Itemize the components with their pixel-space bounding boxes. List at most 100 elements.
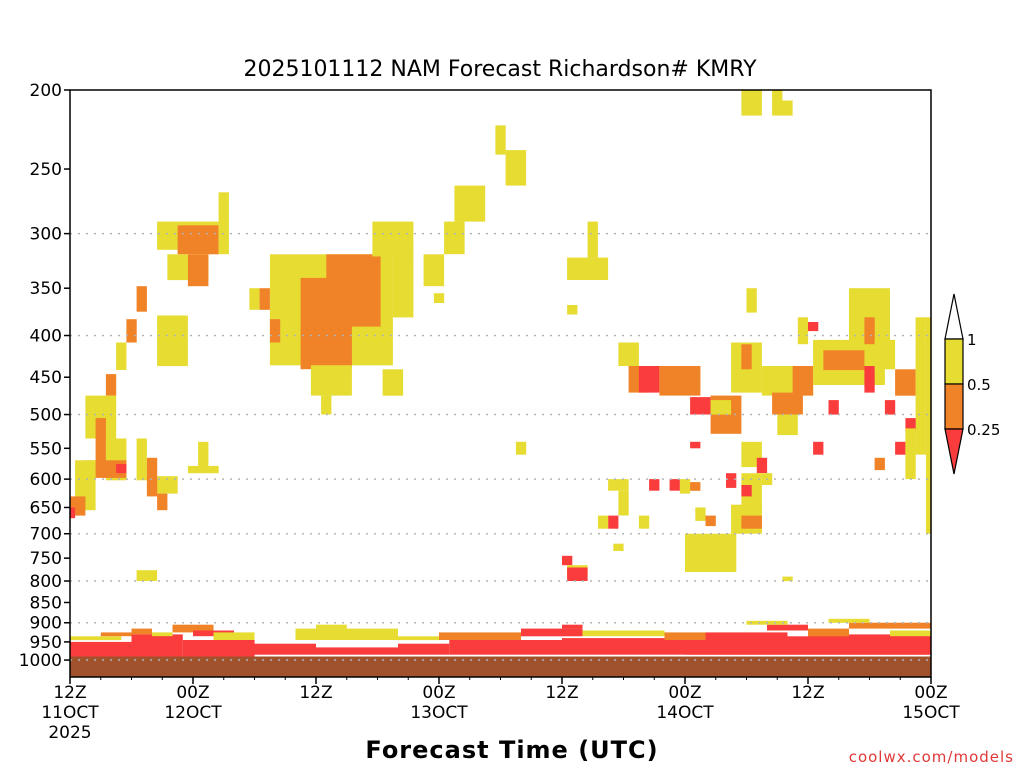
data-cell: [398, 636, 439, 641]
x-tick-label: 13OCT: [410, 703, 468, 723]
data-cell: [136, 438, 147, 481]
legend-label: 0.5: [967, 376, 991, 394]
y-tick-label: 350: [30, 279, 62, 299]
data-cell: [874, 457, 885, 471]
data-cell: [828, 618, 870, 623]
data-cell: [398, 643, 450, 655]
data-cell: [198, 441, 209, 471]
x-tick-label: 12Z: [299, 683, 332, 703]
x-tick-label: 12Z: [53, 683, 86, 703]
x-tick-label: 12Z: [791, 683, 824, 703]
data-cell: [392, 254, 414, 318]
data-cell: [269, 319, 281, 343]
data-cell: [515, 441, 527, 455]
data-cell: [608, 479, 629, 491]
data-cell: [567, 305, 578, 315]
data-cell: [638, 515, 650, 529]
data-cell: [321, 395, 332, 415]
data-cell: [562, 624, 583, 629]
x-tick-label: 14OCT: [656, 703, 714, 723]
data-cell: [690, 482, 701, 491]
data-cell: [915, 317, 926, 455]
data-cell: [131, 628, 152, 635]
ground-fill: [70, 656, 931, 677]
x-tick-label: 15OCT: [902, 703, 960, 723]
data-cell: [316, 647, 398, 655]
data-cell: [582, 630, 665, 637]
data-cell: [767, 624, 808, 631]
data-cell: [659, 366, 701, 396]
data-cell: [772, 392, 803, 415]
legend-label: 0.25: [967, 421, 1000, 439]
y-tick-label: 650: [30, 498, 62, 518]
data-cell: [567, 257, 609, 280]
data-cell: [187, 465, 219, 474]
color-legend: 1 0.5 0.25: [944, 293, 1000, 475]
data-cell: [685, 636, 808, 655]
data-cell: [726, 473, 737, 488]
data-cell: [382, 369, 404, 396]
legend-arrow-below: [944, 428, 964, 475]
x-tick-label: 00Z: [176, 683, 209, 703]
data-cell: [828, 400, 839, 415]
data-cell: [444, 221, 465, 255]
x-tick-label: 2025: [48, 723, 91, 743]
data-cell: [895, 369, 916, 396]
data-cell: [372, 221, 414, 257]
data-cell: [505, 150, 527, 186]
data-cell: [439, 632, 521, 640]
x-tick-label: 00Z: [422, 683, 455, 703]
data-cell: [177, 225, 219, 255]
y-tick-label: 550: [30, 439, 62, 459]
data-cell: [254, 643, 316, 655]
y-tick-label: 250: [30, 160, 62, 180]
data-cell: [746, 288, 757, 313]
x-tick-label: 12Z: [545, 683, 578, 703]
data-cell: [433, 293, 445, 303]
data-cell: [249, 288, 260, 310]
data-cell: [649, 479, 660, 491]
y-tick-label: 750: [30, 549, 62, 569]
data-cell: [679, 479, 691, 494]
data-cell: [521, 628, 583, 637]
data-cell: [218, 192, 229, 255]
data-cell: [813, 441, 824, 455]
data-cell: [808, 628, 849, 637]
data-cell: [105, 374, 117, 396]
data-cell: [259, 288, 270, 310]
data-cell: [690, 441, 701, 449]
data-cell: [669, 479, 680, 491]
data-cell: [700, 553, 721, 572]
data-cell: [187, 254, 209, 287]
data-cell: [172, 624, 214, 633]
data-cell: [664, 632, 706, 640]
data-cell: [300, 326, 352, 370]
data-cell: [567, 567, 588, 581]
data-cell: [587, 221, 598, 258]
y-tick-label: 450: [30, 368, 62, 388]
data-cell: [782, 576, 793, 582]
data-cell: [136, 286, 147, 312]
data-cell: [895, 441, 906, 455]
data-cell: [136, 570, 158, 581]
data-cell: [608, 515, 619, 529]
x-tick-label: 00Z: [668, 683, 701, 703]
data-cell: [808, 634, 931, 655]
data-cell: [905, 418, 916, 432]
data-cell: [562, 638, 685, 655]
data-cell: [797, 317, 809, 345]
data-cell: [741, 515, 762, 529]
data-cell: [772, 90, 783, 101]
data-cell: [146, 457, 158, 497]
data-cell: [890, 630, 931, 637]
data-cell: [792, 366, 814, 396]
data-cell: [705, 632, 788, 639]
data-cell: [695, 507, 706, 521]
data-cell: [126, 319, 137, 343]
data-cell: [116, 342, 127, 370]
y-tick-label: 950: [30, 633, 62, 653]
data-cell: [864, 317, 875, 345]
data-cell: [495, 125, 506, 155]
x-tick-label: 00Z: [914, 683, 947, 703]
